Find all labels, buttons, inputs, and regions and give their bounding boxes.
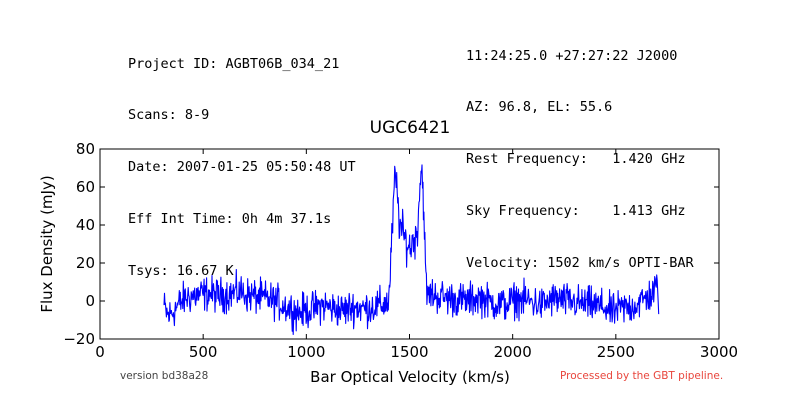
x-tick-label: 0 [95,343,105,361]
x-axis-label: Bar Optical Velocity (km/s) [310,368,510,386]
y-tick-label: 0 [85,292,95,310]
header-line: Eff Int Time: 0h 4m 37.1s [128,211,332,228]
y-tick-label: −20 [63,330,95,348]
pipeline-note: Processed by the GBT pipeline. [560,370,724,382]
header-line: Tsys: 16.67 K [128,263,234,280]
x-tick-label: 1000 [287,343,325,361]
y-axis-label: Flux Density (mJy) [38,175,56,312]
y-tick-label: 80 [76,140,95,158]
header-left: Project ID: AGBT06B_034_21 Scans: 8-9 Da… [128,21,356,315]
series-layer [163,164,660,336]
plot-frame [99,148,720,340]
header-line: AZ: 96.8, EL: 55.6 [466,99,613,116]
x-tick-label: 2000 [494,343,532,361]
x-tick-label: 2500 [597,343,635,361]
header-line: Project ID: AGBT06B_034_21 [128,55,340,72]
chart-title: UGC6421 [370,118,451,138]
header-line: Rest Frequency: 1.420 GHz [466,151,686,168]
header-line: 11:24:25.0 +27:27:22 J2000 [466,47,678,64]
header-line: Date: 2007-01-25 05:50:48 UT [128,159,356,176]
header-line: Scans: 8-9 [128,107,210,124]
header-right: 11:24:25.0 +27:27:22 J2000 AZ: 96.8, EL:… [466,13,694,307]
x-tick-label: 1500 [390,343,428,361]
y-tick-label: 60 [76,178,95,196]
x-tick-label: 500 [189,343,218,361]
header-line: Sky Frequency: 1.413 GHz [466,203,686,220]
version-note: version bd38a28 [120,370,209,382]
x-tick-label: 3000 [700,343,738,361]
spectrum-line [163,164,660,336]
header-line: Velocity: 1502 km/s OPTI-BAR [466,255,694,272]
y-tick-label: 40 [76,216,95,234]
y-tick-label: 20 [76,254,95,272]
